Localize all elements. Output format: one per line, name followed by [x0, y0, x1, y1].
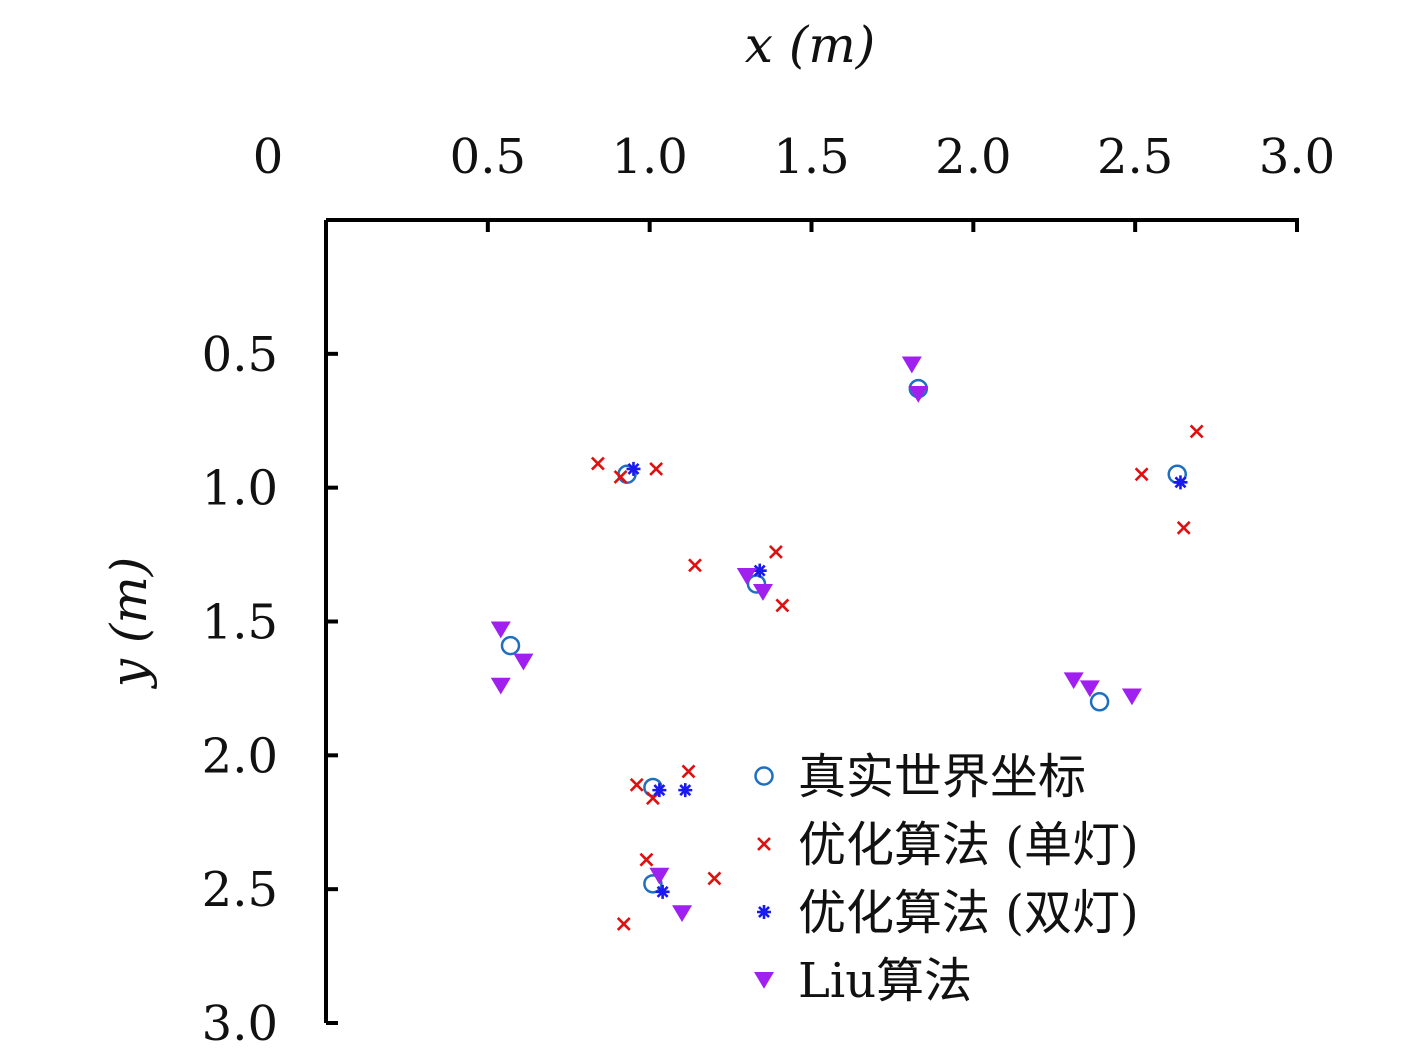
- x-axis-title: x (m): [745, 16, 876, 74]
- data-point: [752, 563, 767, 578]
- data-point: [626, 461, 641, 476]
- data-points: [490, 356, 1204, 931]
- x-tick-label: 0: [253, 129, 284, 185]
- x-tick-label: 2.0: [935, 129, 1011, 185]
- legend-marker: [757, 837, 771, 851]
- data-point: [1189, 424, 1204, 439]
- legend-label: 优化算法 (双灯): [798, 885, 1139, 941]
- data-point: [908, 385, 929, 403]
- data-point: [639, 852, 654, 867]
- x-tick-label: 1.5: [773, 129, 849, 185]
- data-point: [768, 544, 783, 559]
- legend-marker: [754, 972, 774, 989]
- data-point: [490, 677, 511, 695]
- data-point: [613, 470, 628, 484]
- data-point: [1089, 692, 1110, 712]
- data-point: [649, 867, 670, 885]
- legend-marker: [754, 766, 774, 786]
- y-tick-label: 1.5: [202, 595, 278, 651]
- x-tick-label: 0.5: [450, 129, 526, 185]
- data-point: [629, 777, 644, 792]
- data-point: [752, 584, 773, 601]
- x-axis-ticks: 0 0.5 1.0 1.5 2.0 2.5 3.0: [253, 129, 1335, 232]
- y-axis-ticks: 0.5 1.0 1.5 2.0 2.5 3.0: [202, 327, 338, 1052]
- data-point: [678, 783, 693, 798]
- series-3: [626, 461, 1188, 899]
- legend-label: 优化算法 (单灯): [798, 817, 1139, 873]
- data-point: [1134, 467, 1149, 482]
- data-point: [672, 905, 693, 923]
- data-point: [736, 567, 757, 585]
- y-tick-label: 2.0: [202, 728, 278, 784]
- data-point: [901, 356, 922, 374]
- data-point: [500, 635, 521, 656]
- data-point: [707, 871, 722, 886]
- data-point: [490, 621, 511, 639]
- data-point: [688, 558, 702, 573]
- data-point: [655, 884, 670, 899]
- series-2: [590, 424, 1204, 931]
- y-tick-label: 2.5: [202, 862, 278, 918]
- data-point: [649, 462, 664, 476]
- data-point: [681, 764, 696, 779]
- data-point: [643, 874, 663, 894]
- data-point: [1176, 520, 1191, 535]
- y-tick-label: 1.0: [202, 461, 278, 517]
- x-tick-label: 1.0: [611, 129, 687, 185]
- data-point: [1173, 475, 1188, 490]
- legend-marker: [757, 905, 771, 919]
- data-point: [1121, 688, 1142, 706]
- data-point: [513, 653, 534, 671]
- data-point: [590, 456, 605, 471]
- data-point: [616, 917, 631, 931]
- y-tick-label: 3.0: [202, 996, 278, 1052]
- x-tick-label: 3.0: [1259, 129, 1335, 185]
- y-tick-label: 0.5: [202, 327, 278, 383]
- legend-label: 真实世界坐标: [798, 749, 1086, 805]
- data-point: [1079, 680, 1100, 698]
- legend-label: Liu算法: [798, 953, 972, 1009]
- data-point: [775, 598, 790, 613]
- series-1: [500, 378, 1187, 894]
- x-tick-label: 2.5: [1097, 129, 1173, 185]
- series-4: [490, 356, 1142, 923]
- data-point: [652, 783, 667, 798]
- y-axis-title: y (m): [100, 557, 158, 690]
- data-point: [1063, 672, 1084, 690]
